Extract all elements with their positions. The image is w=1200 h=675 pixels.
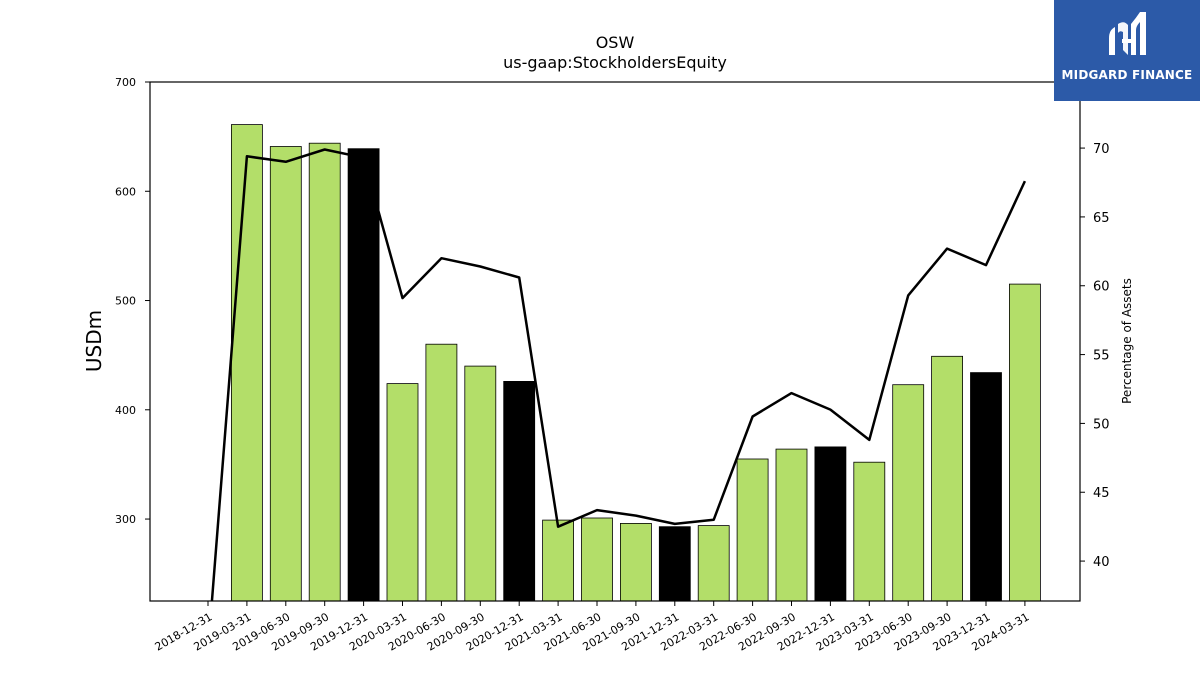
bar-2024-03-31 — [1009, 283, 1041, 602]
chart-subtitle: us-gaap:StockholdersEquity — [503, 53, 727, 72]
right-tick-label: 40 — [1093, 555, 1110, 570]
bar-2022-12-31 — [814, 446, 847, 602]
bar-2021-06-30 — [581, 517, 613, 602]
right-tick-label: 45 — [1093, 486, 1110, 501]
bar-2023-12-31 — [970, 372, 1002, 602]
bar-2023-06-30 — [892, 384, 925, 602]
bar-2020-09-30 — [464, 365, 497, 602]
bar-2020-12-31 — [503, 380, 536, 602]
bar-2019-09-30 — [308, 142, 341, 602]
bar-2019-06-30 — [269, 146, 302, 602]
midgard-logo-icon — [1109, 12, 1146, 55]
left-axis-ticks: 300 400 500 600 700 — [115, 76, 150, 526]
bar-2023-03-31 — [853, 461, 886, 602]
bar-series — [230, 124, 1041, 602]
chart-title: OSW — [596, 33, 635, 52]
bar-2022-09-30 — [775, 448, 808, 602]
bar-2020-03-31 — [386, 383, 419, 602]
x-axis-ticks: 2018-12-312019-03-312019-06-302019-09-30… — [153, 601, 1031, 654]
right-tick-label: 65 — [1093, 211, 1110, 226]
brand-logo: MIDGARD FINANCE — [1054, 0, 1200, 101]
right-tick-label: 70 — [1093, 142, 1110, 157]
bar-2021-09-30 — [620, 523, 652, 602]
bar-2022-03-31 — [697, 525, 730, 602]
left-tick-label: 700 — [115, 76, 136, 89]
right-tick-label: 60 — [1093, 280, 1110, 295]
left-tick-label: 600 — [115, 185, 136, 198]
bar-2021-12-31 — [658, 526, 691, 602]
percentage-line — [210, 148, 1027, 601]
right-tick-label: 55 — [1093, 349, 1110, 364]
bar-2019-03-31 — [230, 124, 263, 602]
bar-2020-06-30 — [425, 343, 458, 602]
left-tick-label: 300 — [115, 513, 136, 526]
logo-text: MIDGARD FINANCE — [1061, 68, 1193, 82]
bar-2023-09-30 — [931, 355, 963, 602]
left-tick-label: 400 — [115, 404, 136, 417]
left-tick-label: 500 — [115, 295, 136, 308]
bar-2022-06-30 — [736, 458, 769, 602]
bar-2019-12-31 — [347, 148, 380, 602]
plot-frame — [149, 81, 1081, 602]
y-axis-title-right: Percentage of Assets — [1120, 278, 1134, 404]
right-tick-label: 50 — [1093, 417, 1110, 432]
right-axis-ticks: 40 45 50 55 60 65 70 — [1080, 142, 1110, 570]
y-axis-title-left: USDm — [82, 310, 106, 372]
bar-2021-03-31 — [542, 519, 574, 602]
